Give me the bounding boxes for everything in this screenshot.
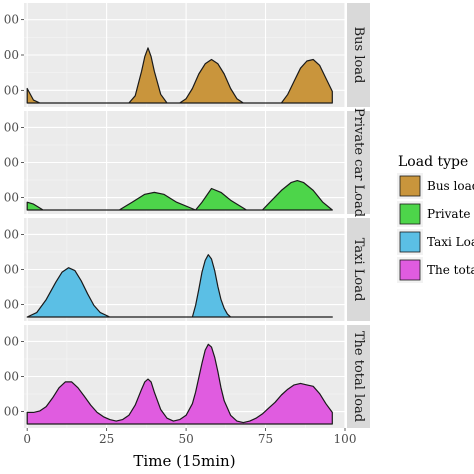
facet-panel-2: 00 00 00 Private car Load [4,108,370,217]
y-tick-label: 00 [4,334,19,348]
area-taxi-load [26,254,333,318]
facet-strip [347,218,370,321]
facet-panel-1: 00 00 00 Bus load [4,3,370,107]
y-tick-label: 00 [4,13,19,27]
facet-strip-label: Taxi Load [351,238,366,302]
facet-panel-4: 00 00 00 The total load [4,325,370,428]
y-tick-label: 00 [4,156,19,170]
y-tick-label: 00 [4,405,19,419]
facet-strip [347,111,370,214]
legend-swatch [399,259,421,281]
legend-swatch [399,175,421,197]
legend-label: The total [427,263,474,277]
legend-swatch [399,203,421,225]
y-tick-label: 00 [4,120,19,134]
area-bus-load [26,47,333,104]
legend-swatch [399,231,421,253]
x-tick-label: 75 [258,432,273,446]
x-tick-label: 50 [178,432,193,446]
legend: Load type Bus load Private c Taxi Loa The to… [397,154,474,283]
x-axis-title: Time (15min) [133,452,235,470]
y-tick-label: 00 [4,263,19,277]
legend-label: Taxi Loa [427,235,474,249]
facet-strip-label: Private car Load [351,108,366,217]
area-the-total-load [26,343,333,425]
legend-label: Private c [427,207,474,221]
y-tick-label: 00 [4,227,19,241]
facet-strip [347,325,370,428]
y-tick-label: 00 [4,370,19,384]
facet-strip-label: Bus load [351,27,366,84]
y-tick-label: 00 [4,48,19,62]
y-tick-label: 00 [4,298,19,312]
x-tick-label: 25 [99,432,114,446]
x-tick-label: 100 [334,432,357,446]
facet-strip-label: The total load [351,331,366,422]
y-tick-label: 00 [4,83,19,97]
area-private-car-load [26,180,333,211]
legend-label: Bus load [427,179,474,193]
facet-strip [347,3,370,107]
facet-panel-3: 00 00 00 Taxi Load [4,218,370,321]
legend-title: Load type [398,154,468,170]
x-tick-label: 0 [23,432,31,446]
y-tick-label: 00 [4,191,19,205]
